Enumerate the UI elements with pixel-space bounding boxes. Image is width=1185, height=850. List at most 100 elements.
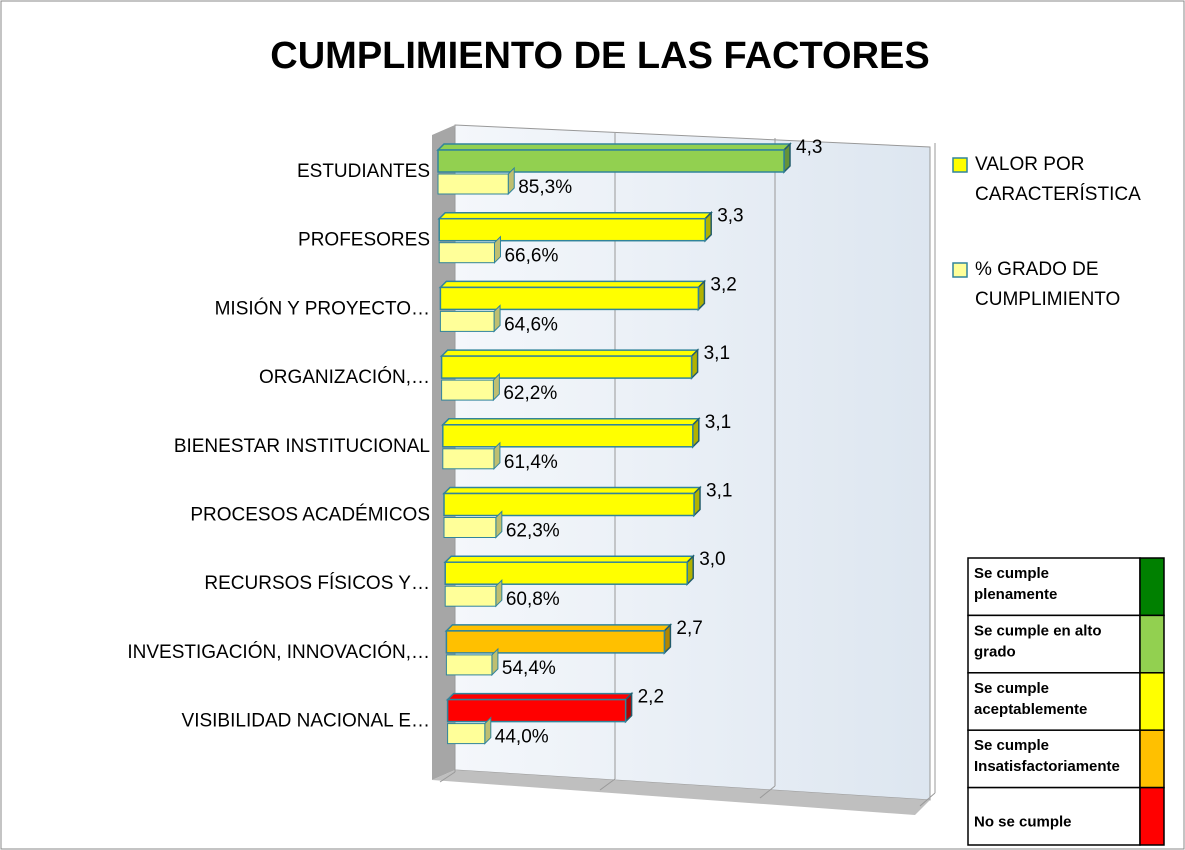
category-label: MISIÓN Y PROYECTO…: [215, 297, 430, 319]
bar-face: [444, 561, 688, 585]
bar-end: [690, 348, 699, 380]
value-label: 66,6%: [504, 246, 558, 267]
bar-face: [442, 424, 694, 448]
bar-face: [440, 355, 693, 379]
table-color: [1139, 672, 1165, 731]
bar-end: [704, 210, 712, 243]
value-label: 3,1: [706, 481, 732, 502]
percent-bar: [447, 716, 492, 745]
value-label: 64,6%: [504, 314, 558, 335]
bar-face: [445, 630, 666, 654]
percent-bar: [445, 647, 499, 677]
grid-floor: [919, 792, 936, 807]
bar-top: [445, 692, 634, 701]
bar-face: [439, 310, 495, 332]
category-label: ORGANIZACIÓN,…: [259, 366, 430, 388]
legend-label: VALOR POR CARACTERÍSTICA: [975, 154, 1141, 205]
grid-floor: [759, 785, 776, 799]
value-label: 54,4%: [502, 658, 556, 679]
bar-face: [437, 173, 509, 195]
bar-top: [439, 349, 700, 357]
category-label: ESTUDIANTES: [297, 161, 430, 182]
table-line: Se cumple: [974, 737, 1049, 754]
value-label: 3,2: [710, 274, 736, 295]
chart-title: CUMPLIMIENTO DE LAS FACTORES: [270, 35, 929, 77]
bar-face: [441, 379, 494, 401]
percent-bar: [437, 166, 515, 196]
table-label: Se cumple Insatisfactoriamente: [974, 737, 1120, 775]
percent-bar: [439, 304, 501, 333]
category-label: VISIBILIDAD NACIONAL E…: [182, 711, 430, 732]
bar-end: [783, 142, 791, 174]
table-line: aceptablemente: [974, 701, 1087, 718]
value-label: 60,8%: [506, 589, 560, 610]
value-bar: [440, 416, 701, 449]
table-line: grado: [974, 643, 1016, 660]
value-bar: [444, 623, 673, 655]
value-bar: [443, 554, 696, 587]
category-label: BIENESTAR INSTITUCIONAL: [174, 436, 430, 457]
percent-bar: [441, 372, 500, 402]
bar-face: [443, 517, 497, 538]
bar-top: [436, 143, 792, 151]
value-bar: [442, 485, 702, 518]
grid-floor: [439, 771, 456, 783]
table-color: [1139, 729, 1165, 789]
value-label: 3,1: [704, 343, 730, 364]
table-color: [1139, 786, 1165, 846]
value-label: 4,3: [796, 137, 822, 158]
bar-end: [624, 691, 633, 724]
bar-face: [437, 149, 785, 173]
percent-bar: [444, 578, 503, 608]
value-label: 3,3: [717, 206, 743, 227]
bar-top: [440, 418, 701, 426]
bar-top: [438, 280, 707, 289]
category-label: PROCESOS ACADÉMICOS: [190, 505, 430, 526]
category-label: RECURSOS FÍSICOS Y…: [204, 573, 430, 594]
value-label: 61,4%: [504, 452, 558, 473]
floor: [432, 770, 930, 815]
value-bar: [445, 691, 634, 724]
legend-swatch: [952, 157, 968, 173]
bar-face: [438, 242, 495, 264]
table-cell: [967, 557, 1141, 617]
bar-face: [443, 492, 695, 517]
bar-end: [663, 623, 672, 655]
category-label: PROFESORES: [298, 230, 430, 251]
value-bar: [438, 279, 707, 312]
value-label: 2,2: [638, 687, 664, 708]
category-label: INVESTIGACIÓN, INNOVACIÓN,…: [127, 641, 430, 663]
bar-top: [442, 486, 702, 495]
legend-line: CUMPLIMIENTO: [975, 289, 1120, 310]
bar-end: [686, 554, 694, 587]
bar-top: [443, 555, 696, 563]
bar-face: [438, 217, 706, 242]
value-label: 85,3%: [518, 177, 572, 198]
bar-face: [445, 654, 493, 676]
percent-bar: [443, 510, 503, 539]
table-line: Insatisfactoriamente: [974, 758, 1120, 775]
value-label: 3,1: [705, 412, 731, 433]
bar-face: [442, 448, 495, 470]
percent-bar: [442, 441, 501, 471]
table-line: Se cumple en alto: [974, 622, 1102, 639]
table-label: Se cumple en alto grado: [974, 622, 1102, 660]
bar-end: [693, 485, 701, 518]
bar-face: [444, 585, 497, 607]
legend-line: % GRADO DE: [975, 259, 1099, 280]
value-bar: [436, 142, 792, 174]
percent-bar: [438, 235, 501, 264]
bar-end: [692, 416, 700, 449]
table-label: Se cumple plenamente: [974, 565, 1057, 603]
bar-top: [437, 211, 714, 220]
table-color: [1139, 557, 1165, 617]
value-label: 62,2%: [503, 383, 557, 404]
legend-line: VALOR POR: [975, 154, 1084, 175]
value-bar: [439, 348, 700, 380]
value-bar: [437, 210, 714, 243]
table-line: Se cumple: [974, 680, 1049, 697]
bar-end: [697, 279, 706, 312]
table-color: [1139, 614, 1165, 674]
value-label: 44,0%: [495, 727, 549, 748]
